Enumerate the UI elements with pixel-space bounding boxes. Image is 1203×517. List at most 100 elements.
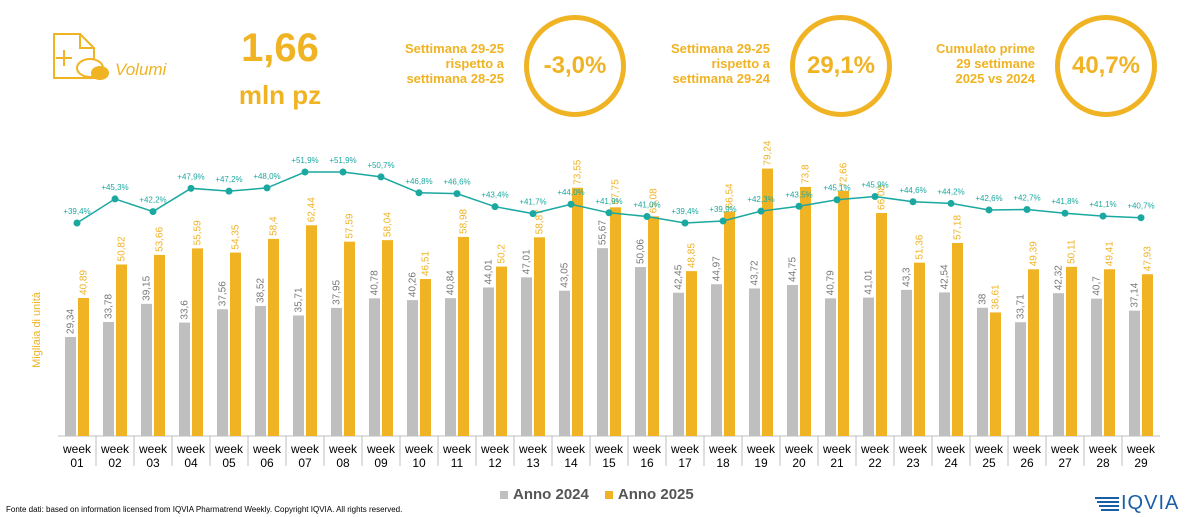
x-tick-label: 09: [374, 456, 388, 470]
growth-label: +47,9%: [177, 172, 204, 181]
bar-label-2025: 58,4: [269, 216, 280, 236]
comparison-week-vs-prev-label: Settimana 29-25 rispetto a settimana 28-…: [370, 41, 504, 86]
growth-point: [719, 217, 727, 225]
bar-2025: [306, 225, 317, 436]
x-tick-label: 14: [564, 456, 578, 470]
x-tick-label: 19: [754, 456, 768, 470]
growth-point: [111, 195, 119, 203]
bar-2025: [1142, 274, 1153, 436]
x-tick-label: week: [290, 442, 320, 456]
x-tick-label: 27: [1058, 456, 1072, 470]
x-tick-label: week: [1088, 442, 1118, 456]
kpi-label: Volumi: [115, 60, 167, 79]
x-tick-label: 18: [716, 456, 730, 470]
growth-point: [1061, 209, 1069, 217]
bar-2025: [496, 266, 507, 436]
bar-2025: [192, 248, 203, 436]
bar-label-2025: 46,51: [421, 251, 432, 276]
bar-2024: [141, 303, 152, 436]
growth-point: [643, 212, 651, 220]
x-tick-label: 22: [868, 456, 882, 470]
x-tick-label: week: [252, 442, 282, 456]
bar-2025: [420, 279, 431, 436]
bar-2024: [711, 284, 722, 436]
bar-label-2025: 67,75: [611, 179, 622, 204]
bar-label-2025: 62,44: [307, 197, 318, 222]
growth-label: +44,6%: [899, 186, 926, 195]
bar-2025: [78, 297, 89, 436]
growth-label: +48,0%: [253, 172, 280, 181]
growth-label: +41,9%: [595, 197, 622, 206]
growth-label: +43,5%: [785, 190, 812, 199]
bar-label-2025: 47,93: [1143, 246, 1154, 271]
growth-point: [187, 184, 195, 192]
growth-point: [757, 207, 765, 215]
growth-point: [1137, 214, 1145, 222]
x-tick-label: week: [974, 442, 1004, 456]
bar-2024: [673, 292, 684, 436]
bar-label-2025: 57,59: [345, 213, 356, 238]
comparison-label-line: Settimana 29-25: [671, 41, 770, 56]
growth-point: [339, 168, 347, 176]
legend-item-2024: Anno 2024: [500, 486, 589, 503]
x-tick-label: week: [366, 442, 396, 456]
x-tick-label: week: [860, 442, 890, 456]
bar-2024: [939, 292, 950, 436]
bar-2025: [230, 252, 241, 436]
x-tick-label: week: [708, 442, 738, 456]
bar-2025: [1104, 269, 1115, 436]
growth-point: [833, 196, 841, 204]
growth-point: [1099, 212, 1107, 220]
bar-label-2024: 43,72: [750, 260, 761, 285]
x-tick-label: 01: [70, 456, 84, 470]
growth-point: [795, 202, 803, 210]
bar-2024: [217, 309, 228, 436]
legend-swatch-2024: [500, 490, 508, 499]
x-tick-label: 23: [906, 456, 920, 470]
bar-label-2025: 54,35: [231, 224, 242, 249]
kpi-unit: mln pz: [238, 80, 322, 110]
x-tick-label: 02: [108, 456, 122, 470]
comparison-label-line: settimana 29-24: [672, 71, 770, 86]
x-tick-label: 07: [298, 456, 312, 470]
iqvia-logo: IQVIA: [1095, 492, 1179, 515]
growth-label: +46,6%: [443, 178, 470, 187]
bar-2024: [407, 300, 418, 436]
comparison-cumulative-label: Cumulato prime 29 settimane 2025 vs 2024: [905, 41, 1035, 86]
growth-label: +46,8%: [405, 177, 432, 186]
growth-point: [681, 219, 689, 227]
bar-2025: [1028, 269, 1039, 436]
x-tick-label: 29: [1134, 456, 1148, 470]
x-tick-label: week: [328, 442, 358, 456]
bar-2024: [901, 289, 912, 436]
bar-2024: [369, 298, 380, 436]
x-tick-label: week: [176, 442, 206, 456]
bar-label-2025: 50,11: [1067, 239, 1078, 264]
bar-2025: [952, 243, 963, 436]
bar-label-2024: 40,26: [408, 272, 419, 297]
bar-2024: [1129, 310, 1140, 436]
bar-label-2024: 35,71: [294, 287, 305, 312]
x-tick-label: week: [936, 442, 966, 456]
comparison-label-line: rispetto a: [711, 56, 770, 71]
y-axis-label: Migliaia di unità: [31, 291, 43, 368]
bar-2025: [382, 240, 393, 436]
bar-label-2024: 39,15: [142, 275, 153, 300]
kpi-value: 1,66: [241, 26, 319, 70]
bar-label-2025: 72,66: [839, 162, 850, 187]
bar-2024: [597, 248, 608, 436]
x-tick-label: 20: [792, 456, 806, 470]
growth-point: [947, 199, 955, 207]
x-tick-label: week: [632, 442, 662, 456]
bar-label-2025: 79,24: [763, 140, 774, 165]
x-tick-label: 21: [830, 456, 844, 470]
legend-label-2024: Anno 2024: [513, 486, 589, 503]
bar-2024: [977, 307, 988, 436]
bar-label-2024: 43,05: [560, 262, 571, 287]
bar-2025: [914, 262, 925, 436]
bar-2024: [749, 288, 760, 436]
growth-label: +51,9%: [291, 156, 318, 165]
x-tick-label: week: [746, 442, 776, 456]
growth-point: [225, 187, 233, 195]
bar-2024: [331, 307, 342, 436]
